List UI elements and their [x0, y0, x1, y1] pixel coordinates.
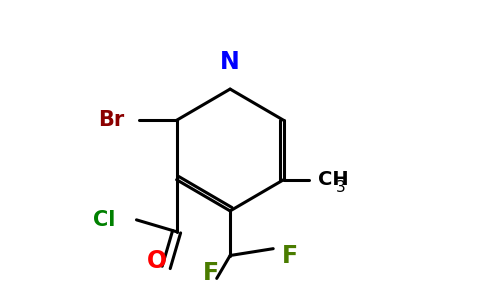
Text: Br: Br — [98, 110, 124, 130]
Text: 3: 3 — [336, 180, 346, 195]
Text: CH: CH — [318, 170, 348, 189]
Text: F: F — [203, 261, 219, 285]
Text: O: O — [147, 249, 167, 273]
Text: Cl: Cl — [93, 210, 116, 230]
Text: N: N — [220, 50, 240, 74]
Text: F: F — [282, 244, 298, 268]
